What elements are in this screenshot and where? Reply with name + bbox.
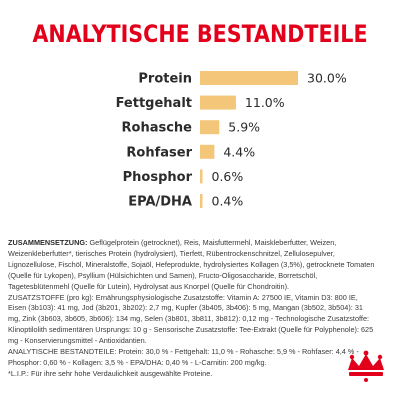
composition-text: ZUSAMMENSETZUNG: Geflügelprotein (getroc… [8, 238, 376, 380]
value-label: 0.6% [212, 169, 244, 184]
nutrient-bar-chart: Protein 30.0% Fettgehalt 11.0% Rohasche 5.9% R… [116, 71, 347, 210]
chart-title: ANALYTISCHE BESTANDTEILE [32, 20, 368, 48]
value-label: 5.9% [228, 120, 260, 135]
analytical-text: Protein: 30,0 % - Fettgehalt: 11,0 % - R… [8, 347, 359, 367]
additives-text: (pro kg): Ernährungsphysiologische Zusat… [8, 292, 374, 346]
category-label: Rohfaser [126, 145, 192, 160]
value-label: 0.4% [212, 194, 244, 209]
composition-paragraph: ZUSAMMENSETZUNG: Geflügelprotein (getroc… [8, 238, 376, 293]
composition-ingredients: Geflügelprotein (getrocknet), Reis, Mais… [8, 238, 375, 291]
bar [200, 194, 203, 208]
bar [200, 144, 215, 159]
category-label: Phosphor [123, 170, 193, 185]
category-label: Rohasche [122, 121, 193, 136]
category-label: EPA/DHA [128, 195, 192, 210]
value-label: 4.4% [223, 144, 255, 159]
analytical-heading: ANALYTISCHE BESTANDTEILE: [8, 347, 117, 357]
additives-heading: ZUSATZSTOFFE [8, 292, 65, 302]
value-label: 11.0% [245, 95, 285, 110]
analytical-paragraph: ANALYTISCHE BESTANDTEILE: Protein: 30,0 … [8, 347, 376, 369]
lip-footnote: *L.I.P.: Für ihre sehr hohe Verdaulichke… [8, 368, 213, 378]
category-label: Fettgehalt [116, 96, 192, 111]
value-label: 30.0% [307, 71, 347, 86]
category-label: Protein [138, 72, 192, 87]
bar [200, 169, 203, 184]
bar [200, 71, 298, 85]
additives-paragraph: ZUSATZSTOFFE (pro kg): Ernährungsphysiol… [8, 293, 376, 348]
crown-icon [348, 350, 384, 382]
bar [200, 120, 220, 135]
composition-heading: ZUSAMMENSETZUNG: [8, 238, 88, 247]
bar [200, 95, 236, 110]
